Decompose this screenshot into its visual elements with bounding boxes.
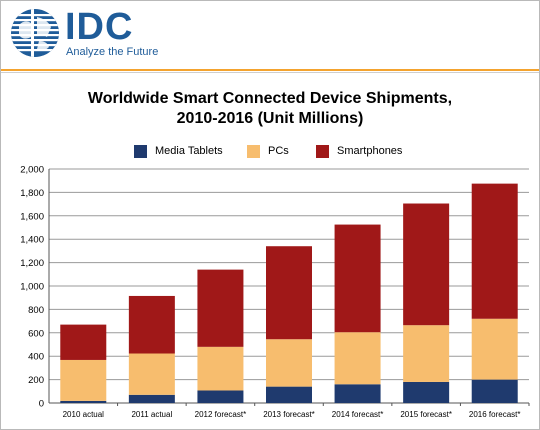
x-tick-label: 2016 forecast* — [469, 410, 521, 419]
bar-segment-media-tablets — [266, 386, 312, 403]
bar-segment-pcs — [403, 325, 450, 382]
bar-segment-media-tablets — [471, 379, 518, 403]
brand-logo-text: IDC — [65, 6, 134, 48]
y-tick-label: 1,600 — [20, 211, 44, 222]
globe-icon — [11, 9, 59, 57]
y-tick-label: 600 — [28, 328, 44, 339]
chart-subtitle: 2010-2016 (Unit Millions) — [176, 110, 364, 127]
y-tick-label: 1,000 — [20, 282, 44, 293]
legend-swatch-pcs — [247, 145, 260, 158]
bar-segment-pcs — [471, 318, 518, 380]
chart-legend: Media Tablets PCs Smartphones — [1, 144, 539, 160]
x-tick-label: 2013 forecast* — [263, 410, 315, 419]
legend-label-smartphones: Smartphones — [337, 145, 403, 157]
header-divider-orange — [1, 69, 539, 71]
header: IDC Analyze the Future — [1, 1, 539, 69]
bar-segment-pcs — [197, 346, 244, 391]
bar-chart: 0 200 400 600 800 1,000 1,200 1,400 1,600 1,800 2,… — [20, 165, 530, 419]
bar-segment-smartphones — [334, 224, 381, 333]
x-tick-label: 2011 actual — [131, 410, 172, 419]
y-tick-label: 0 — [39, 399, 44, 410]
bar-segment-media-tablets — [128, 394, 175, 403]
bar-segment-media-tablets — [334, 384, 381, 403]
legend-swatch-media-tablets — [134, 145, 147, 158]
bar-segment-smartphones — [128, 295, 175, 354]
bar-segment-pcs — [60, 359, 107, 401]
y-tick-label: 200 — [28, 375, 44, 386]
legend-swatch-smartphones — [316, 145, 329, 158]
y-tick-label: 1,800 — [20, 188, 44, 199]
header-divider-gray — [1, 72, 539, 73]
brand-tagline: Analyze the Future — [66, 46, 159, 58]
bar-segment-smartphones — [266, 246, 312, 340]
bar-segment-smartphones — [197, 269, 244, 347]
bar-segment-pcs — [266, 339, 312, 387]
y-tick-label: 800 — [28, 305, 44, 316]
y-tick-label: 1,400 — [20, 235, 44, 246]
x-tick-label: 2012 forecast* — [195, 410, 247, 419]
bar-segment-media-tablets — [60, 400, 107, 403]
y-tick-label: 2,000 — [20, 165, 44, 176]
bar-segment-media-tablets — [403, 381, 450, 403]
y-tick-label: 400 — [28, 352, 44, 363]
x-tick-label: 2015 forecast* — [400, 410, 452, 419]
bar-segment-smartphones — [403, 203, 450, 326]
x-tick-label: 2010 actual — [63, 410, 105, 419]
bar-segment-pcs — [334, 332, 381, 385]
y-tick-label: 1,200 — [20, 258, 44, 269]
x-tick-label: 2014 forecast* — [332, 410, 384, 419]
bar-segment-pcs — [128, 353, 175, 395]
legend-label-media-tablets: Media Tablets — [155, 145, 223, 157]
bar-segment-smartphones — [60, 324, 107, 360]
bar-segment-media-tablets — [197, 390, 244, 403]
chart-title: Worldwide Smart Connected Device Shipmen… — [87, 90, 453, 107]
chart-title-block: Worldwide Smart Connected Device Shipmen… — [1, 89, 539, 129]
bar-segment-smartphones — [471, 183, 518, 319]
legend-label-pcs: PCs — [268, 145, 289, 157]
